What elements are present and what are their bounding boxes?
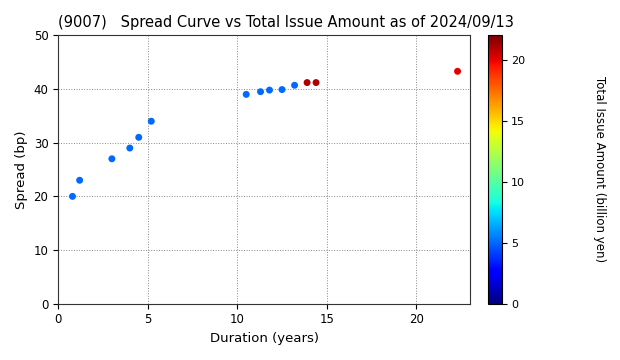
Text: (9007)   Spread Curve vs Total Issue Amount as of 2024/09/13: (9007) Spread Curve vs Total Issue Amoun… (58, 15, 514, 30)
Point (255, 89, 265, 95)
Point (302, 80, 312, 85)
Point (134, 134, 144, 140)
Point (311, 80, 321, 85)
X-axis label: Duration (years): Duration (years) (210, 332, 319, 345)
Point (68, 193, 78, 199)
Point (125, 145, 135, 151)
Point (241, 91, 251, 97)
Point (107, 156, 117, 162)
Point (290, 82, 299, 88)
Point (146, 118, 156, 124)
Y-axis label: Spread (bp): Spread (bp) (15, 130, 28, 209)
Point (453, 68, 463, 74)
Point (277, 87, 287, 93)
Y-axis label: Total Issue Amount (billion yen): Total Issue Amount (billion yen) (593, 76, 606, 262)
Point (74, 177, 84, 183)
Point (265, 87, 275, 93)
